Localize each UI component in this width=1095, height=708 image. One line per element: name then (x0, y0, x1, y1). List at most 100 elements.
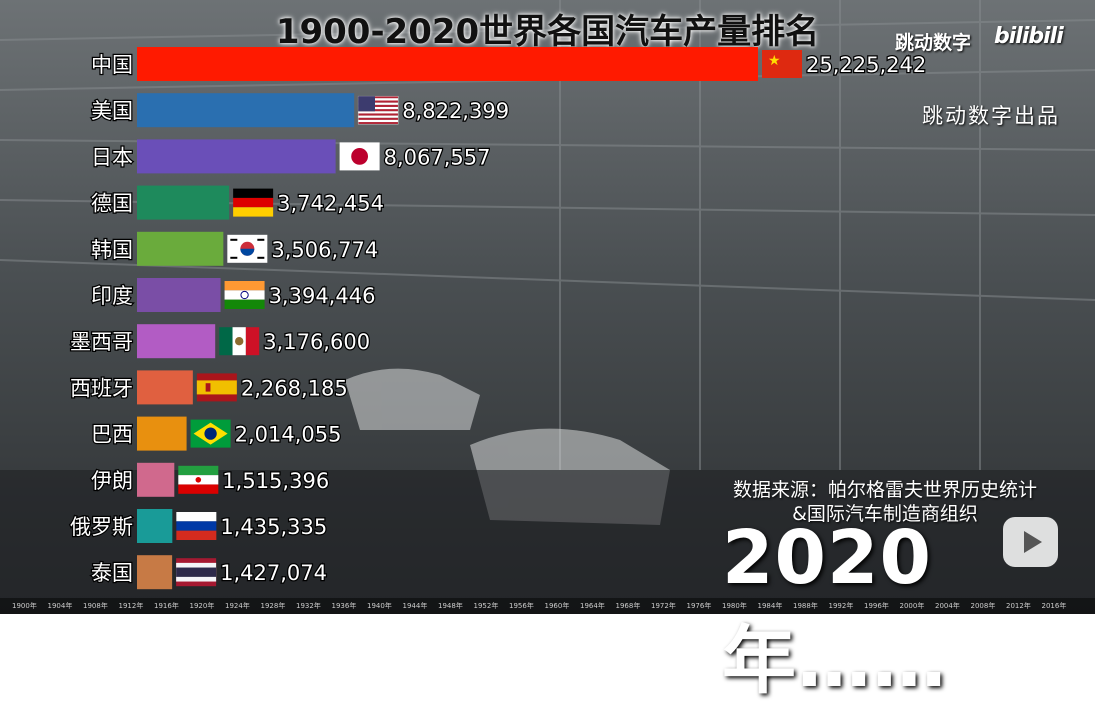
timeline-tick: 1912年 (118, 602, 144, 610)
source-line-1: 数据来源：帕尔格雷夫世界历史统计 (732, 479, 1037, 501)
bar-row: 美国 8,822,399 (90, 93, 510, 128)
source-line-2: &国际汽车制造商组织 (792, 503, 978, 525)
timeline-tick: 1952年 (473, 602, 499, 610)
timeline-tick: 2004年 (935, 602, 960, 610)
bar-row: 德国 3,742,454 (90, 185, 385, 220)
bar-row: 俄罗斯 1,435,335 (69, 509, 328, 543)
bar (137, 278, 221, 312)
value-label: 2,268,185 (241, 376, 348, 400)
timeline-tick: 2000年 (899, 602, 925, 610)
value-label: 3,176,600 (263, 330, 370, 354)
timeline-tick: 1964年 (580, 602, 605, 610)
timeline-tick: 1916年 (154, 602, 179, 610)
watermark-text: 跳动数字 (895, 32, 972, 54)
timeline-tick: 1908年 (83, 602, 108, 610)
spain-flag-icon (196, 373, 237, 402)
russia-flag-icon (176, 512, 217, 540)
germany-flag-icon (233, 188, 274, 217)
value-label: 25,225,242 (806, 53, 926, 77)
bar (137, 47, 758, 81)
category-label: 俄罗斯 (70, 515, 133, 539)
play-button-icon[interactable] (1003, 517, 1058, 567)
value-label: 1,427,074 (220, 561, 327, 585)
bar-row: 泰国 1,427,074 (90, 555, 328, 590)
bilibili-logo: bilibili (994, 24, 1064, 49)
timeline-tick: 1928年 (260, 602, 286, 610)
value-label: 2,014,055 (235, 423, 342, 447)
category-label: 韩国 (91, 238, 133, 262)
chart-title: 1900-2020世界各国汽车产量排名 (275, 12, 820, 52)
category-label: 德国 (91, 192, 133, 216)
india-flag-icon (224, 281, 265, 309)
usa-flag-icon (357, 95, 399, 125)
bar (137, 509, 173, 543)
category-label: 巴西 (91, 423, 133, 447)
value-label: 8,067,557 (384, 145, 491, 169)
bar (137, 93, 355, 128)
bar (137, 370, 193, 405)
japan-flag-icon (339, 142, 380, 171)
timeline-tick: 2016年 (1041, 602, 1067, 610)
bar-row: 印度 3,394,446 (90, 278, 377, 312)
bar (137, 416, 187, 451)
bar-row: 巴西 2,014,055 (90, 416, 343, 451)
bar-chart: 中国 ★ 25,225,242 美国 8,822,399 日本 8,067,557 德国 3,7… (69, 47, 928, 590)
data-source: 数据来源：帕尔格雷夫世界历史统计 &国际汽车制造商组织 (700, 478, 1070, 526)
bar-row: 伊朗 1,515,396 (90, 462, 330, 497)
value-label: 3,506,774 (271, 238, 378, 262)
timeline-tick: 2008年 (970, 602, 996, 610)
bar-row: 西班牙 2,268,185 (69, 370, 349, 405)
mexico-flag-icon (219, 327, 260, 356)
brazil-flag-icon (190, 419, 231, 448)
timeline-tick: 1972年 (651, 602, 676, 610)
timeline-tick: 1948年 (438, 602, 463, 610)
credit-text: 跳动数字出品 (922, 104, 1060, 128)
value-label: 1,515,396 (222, 469, 329, 493)
bar (137, 185, 230, 220)
category-label: 中国 (91, 53, 133, 77)
timeline-tick: 1936年 (331, 602, 357, 610)
timeline-tick: 2012年 (1006, 602, 1031, 610)
china-flag-icon: ★ (762, 50, 802, 78)
timeline-tick: 1956年 (509, 602, 534, 610)
timeline-tick: 1992年 (828, 602, 854, 610)
iran-flag-icon (178, 465, 219, 494)
timeline-tick: 1924年 (225, 602, 250, 610)
value-label: 1,435,335 (220, 515, 327, 539)
category-label: 日本 (91, 145, 133, 169)
timeline-tick: 1996年 (864, 602, 889, 610)
timeline-bar[interactable]: 1900年 1904年 1908年 1912年 1916年 1920年 1924年 1928年… (0, 598, 1095, 614)
value-label: 3,394,446 (269, 284, 376, 308)
timeline-tick: 1980年 (722, 602, 747, 610)
timeline-tick: 1968年 (615, 602, 641, 610)
value-label: 3,742,454 (277, 192, 384, 216)
category-label: 伊朗 (91, 469, 133, 493)
bar (137, 555, 173, 590)
timeline-tick: 1944年 (402, 602, 428, 610)
bar-row: 日本 8,067,557 (90, 139, 492, 174)
category-label: 印度 (91, 284, 133, 308)
bar-row: 墨西哥 3,176,600 (69, 324, 371, 359)
bar (137, 139, 336, 174)
timeline-tick: 1900年 (12, 602, 37, 610)
thailand-flag-icon (176, 558, 217, 587)
timeline-tick: 1940年 (367, 602, 392, 610)
korea-flag-icon (227, 234, 268, 263)
category-label: 美国 (91, 99, 133, 123)
factory-background (0, 0, 1095, 614)
timeline-tick: 1984年 (757, 602, 783, 610)
timeline-tick: 1988年 (793, 602, 818, 610)
bar (137, 462, 175, 497)
svg-text:★: ★ (768, 53, 781, 69)
timeline-tick: 1920年 (189, 602, 215, 610)
timeline-tick: 1904年 (47, 602, 73, 610)
category-label: 泰国 (91, 561, 133, 585)
category-label: 墨西哥 (70, 330, 133, 354)
timeline-tick: 1976年 (686, 602, 712, 610)
value-label: 8,822,399 (402, 99, 509, 123)
bar-row: 中国 ★ 25,225,242 (90, 47, 928, 81)
timeline-tick: 1932年 (296, 602, 321, 610)
bar (137, 324, 216, 359)
bar (137, 231, 224, 266)
category-label: 西班牙 (70, 376, 133, 400)
